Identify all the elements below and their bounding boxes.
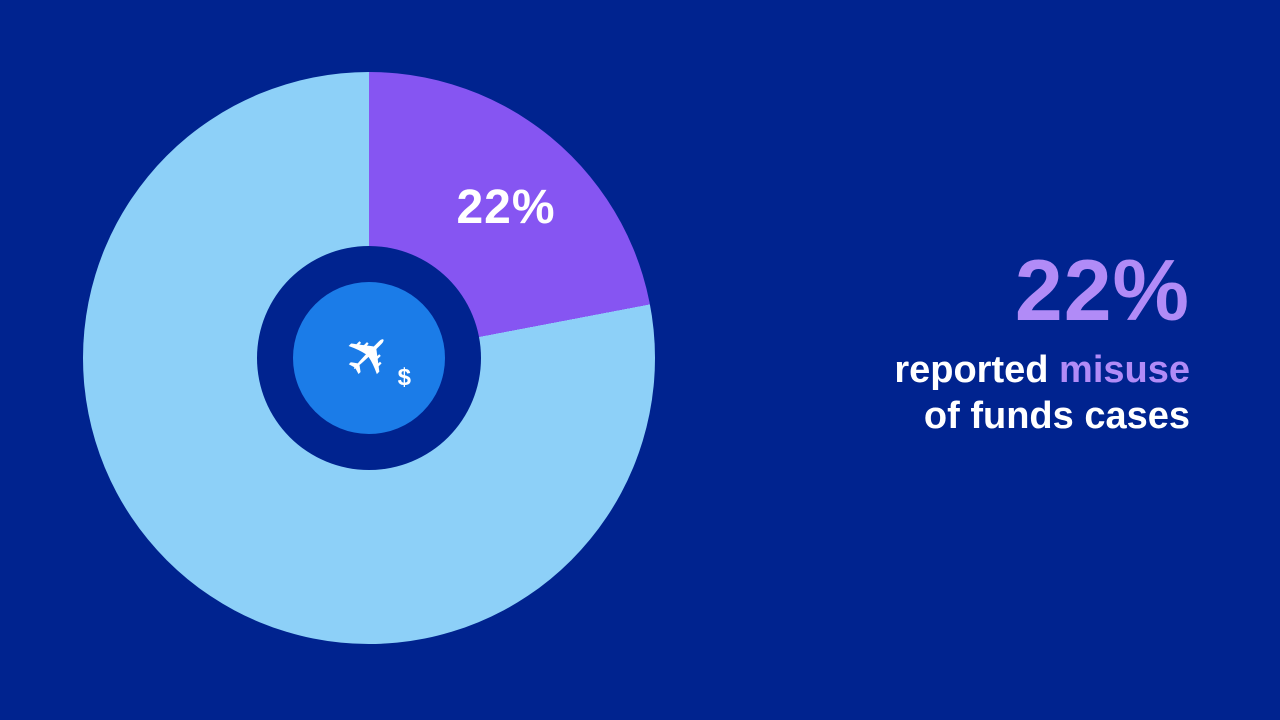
stat-block: 22% reported misuse of funds cases: [894, 248, 1190, 439]
slice-label: 22%: [456, 181, 556, 234]
stat-caption-part1: reported: [894, 349, 1060, 391]
airplane-icon: ✈: [327, 313, 411, 397]
donut-hole: ✈ $: [257, 246, 481, 470]
center-badge: ✈ $: [293, 282, 445, 434]
airplane-dollar-icon: ✈ $: [327, 313, 411, 398]
stat-caption-highlight: misuse: [1059, 349, 1190, 391]
stat-caption-line2: of funds cases: [923, 394, 1190, 437]
dollar-icon: $: [397, 364, 411, 391]
donut-chart: ✈ $ 22%: [83, 72, 655, 644]
stat-caption: reported misuse of funds cases: [894, 348, 1190, 439]
stat-value: 22%: [1014, 243, 1190, 339]
